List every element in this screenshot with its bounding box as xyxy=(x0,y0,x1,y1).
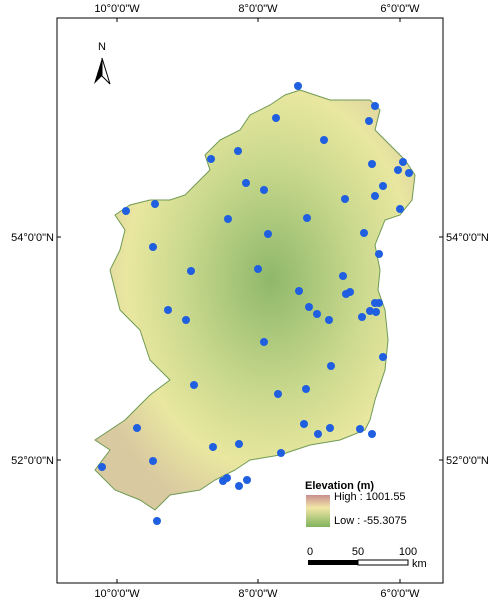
site-dot xyxy=(235,440,243,448)
site-dot xyxy=(341,195,349,203)
graticule-label: 54°0'0"N xyxy=(11,232,54,244)
graticule-label: 6°0'0"W xyxy=(380,588,420,600)
scale-label: 100 xyxy=(399,546,417,558)
site-dot xyxy=(219,477,227,485)
site-dot xyxy=(190,381,198,389)
site-dot xyxy=(149,243,157,251)
site-dot xyxy=(260,186,268,194)
site-dot xyxy=(149,457,157,465)
site-dot xyxy=(264,230,272,238)
site-dot xyxy=(326,424,334,432)
site-dot xyxy=(356,425,364,433)
legend-title: Elevation (m) xyxy=(305,480,374,492)
site-dot xyxy=(320,136,328,144)
graticule-label: 52°0'0"N xyxy=(446,455,489,467)
site-dot xyxy=(313,310,321,318)
graticule-label: 8°0'0"W xyxy=(238,588,278,600)
site-dot xyxy=(372,308,380,316)
site-dot xyxy=(342,290,350,298)
site-dot xyxy=(133,424,141,432)
legend-low: Low : -55.3075 xyxy=(334,515,407,527)
site-dot xyxy=(405,169,413,177)
site-dot xyxy=(314,430,322,438)
site-dot xyxy=(360,229,368,237)
site-dot xyxy=(234,147,242,155)
site-dot xyxy=(98,463,106,471)
site-dot xyxy=(394,166,402,174)
site-dot xyxy=(396,205,404,213)
site-dot xyxy=(153,517,161,525)
site-dot xyxy=(209,443,217,451)
site-dot xyxy=(122,207,130,215)
site-dot xyxy=(327,362,335,370)
site-dot xyxy=(207,155,215,163)
graticule-label: 54°0'0"N xyxy=(446,232,489,244)
site-dot xyxy=(277,449,285,457)
graticule-label: 8°0'0"W xyxy=(238,3,278,15)
site-dot xyxy=(365,117,373,125)
legend-ramp xyxy=(306,495,330,527)
site-dot xyxy=(242,179,250,187)
site-dot xyxy=(300,420,308,428)
site-dot xyxy=(366,307,374,315)
site-dot xyxy=(272,114,280,122)
scale-label: 50 xyxy=(352,546,364,558)
north-arrow xyxy=(94,57,111,85)
site-dot xyxy=(399,158,407,166)
site-dot xyxy=(305,303,313,311)
legend-high: High : 1001.55 xyxy=(334,491,406,503)
site-dot xyxy=(368,160,376,168)
scale-segment xyxy=(357,559,409,566)
site-dot xyxy=(243,476,251,484)
site-dot xyxy=(274,390,282,398)
site-dot xyxy=(164,306,172,314)
site-dot xyxy=(260,338,268,346)
site-dot xyxy=(371,102,379,110)
site-dot xyxy=(358,313,366,321)
site-dot xyxy=(375,250,383,258)
scale-segment xyxy=(308,560,358,565)
site-dot xyxy=(379,182,387,190)
site-dot xyxy=(224,215,232,223)
site-dot xyxy=(303,214,311,222)
site-dot xyxy=(182,316,190,324)
graticule-label: 10°0'0"W xyxy=(94,588,140,600)
site-dot xyxy=(339,272,347,280)
site-dot xyxy=(254,265,262,273)
site-dot xyxy=(375,299,383,307)
site-dot xyxy=(371,192,379,200)
site-dot xyxy=(235,482,243,490)
site-dot xyxy=(368,430,376,438)
site-dot xyxy=(151,200,159,208)
site-dot xyxy=(294,82,302,90)
north-label: N xyxy=(98,41,106,53)
site-dot xyxy=(325,316,333,324)
site-dot xyxy=(379,353,387,361)
scale-unit: km xyxy=(412,558,427,570)
scale-label: 0 xyxy=(307,546,313,558)
graticule-label: 52°0'0"N xyxy=(11,455,54,467)
ireland xyxy=(94,89,416,511)
site-dot xyxy=(295,287,303,295)
graticule-label: 10°0'0"W xyxy=(94,3,140,15)
site-dot xyxy=(187,267,195,275)
site-dot xyxy=(302,385,310,393)
graticule-label: 6°0'0"W xyxy=(380,3,420,15)
